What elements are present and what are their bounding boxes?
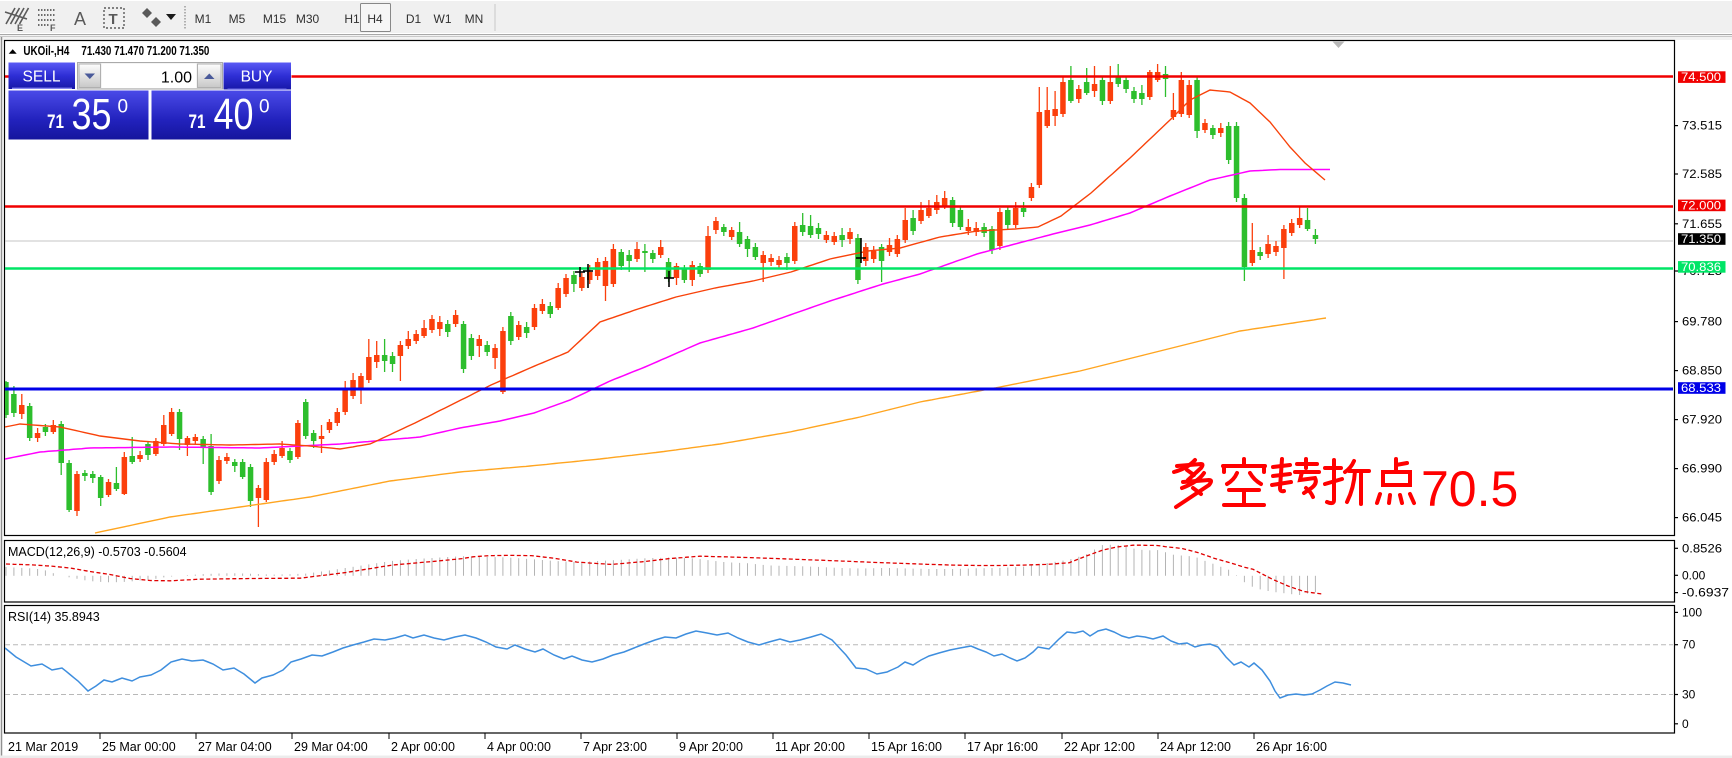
svg-text:F: F [50,23,56,33]
svg-text:72.000: 72.000 [1681,198,1721,212]
svg-text:71: 71 [47,112,64,133]
svg-text:0: 0 [1682,717,1689,731]
svg-text:35: 35 [72,90,112,139]
svg-text:0.8526: 0.8526 [1682,541,1722,555]
svg-text:73.515: 73.515 [1682,119,1722,133]
svg-text:69.780: 69.780 [1682,315,1722,329]
svg-text:RSI(14) 35.8943: RSI(14) 35.8943 [8,610,100,624]
svg-text:7 Apr 23:00: 7 Apr 23:00 [583,740,647,754]
svg-text:M15: M15 [263,12,287,26]
svg-text:0: 0 [259,97,270,118]
svg-text:M30: M30 [296,12,320,26]
svg-text:71: 71 [189,112,206,133]
svg-text:71.430 71.470 71.200 71.350: 71.430 71.470 71.200 71.350 [81,44,209,58]
svg-text:UKOil-,H4: UKOil-,H4 [23,44,69,58]
svg-text:BUY: BUY [241,69,273,86]
svg-text:71.350: 71.350 [1681,232,1721,246]
svg-text:15 Apr 16:00: 15 Apr 16:00 [871,740,942,754]
svg-text:E: E [17,23,23,33]
svg-text:4 Apr 00:00: 4 Apr 00:00 [487,740,551,754]
svg-text:0: 0 [118,97,129,118]
svg-text:25 Mar 00:00: 25 Mar 00:00 [102,740,176,754]
svg-text:66.045: 66.045 [1682,511,1722,525]
svg-text:30: 30 [1682,688,1696,702]
svg-text:W1: W1 [434,12,452,26]
svg-text:T: T [109,11,118,28]
svg-text:66.990: 66.990 [1682,462,1722,476]
svg-text:H1: H1 [344,12,360,26]
svg-text:21 Mar 2019: 21 Mar 2019 [8,740,78,754]
svg-text:11 Apr 20:00: 11 Apr 20:00 [775,740,845,754]
svg-text:40: 40 [214,90,254,139]
svg-text:29 Mar 04:00: 29 Mar 04:00 [294,740,368,754]
svg-text:2 Apr 00:00: 2 Apr 00:00 [391,740,455,754]
svg-text:MACD(12,26,9) -0.5703 -0.5604: MACD(12,26,9) -0.5703 -0.5604 [8,545,187,559]
svg-text:67.920: 67.920 [1682,413,1722,427]
svg-text:27 Mar 04:00: 27 Mar 04:00 [198,740,272,754]
svg-text:100: 100 [1682,605,1702,619]
svg-text:68.850: 68.850 [1682,364,1722,378]
svg-text:MN: MN [465,12,484,26]
svg-text:M5: M5 [229,12,246,26]
svg-text:71.655: 71.655 [1682,217,1722,231]
svg-text:70: 70 [1682,638,1696,652]
svg-text:1.00: 1.00 [161,70,192,87]
svg-text:70.5: 70.5 [1421,461,1518,517]
svg-text:17 Apr 16:00: 17 Apr 16:00 [967,740,1038,754]
svg-text:24 Apr 12:00: 24 Apr 12:00 [1160,740,1231,754]
svg-text:0.00: 0.00 [1682,568,1706,582]
svg-text:68.533: 68.533 [1681,381,1721,395]
svg-text:SELL: SELL [23,69,61,86]
svg-text:M1: M1 [195,12,212,26]
svg-text:9 Apr 20:00: 9 Apr 20:00 [679,740,743,754]
svg-text:-0.6937: -0.6937 [1682,586,1729,600]
svg-text:70.836: 70.836 [1681,260,1721,274]
svg-text:72.585: 72.585 [1682,167,1722,181]
svg-text:26 Apr 16:00: 26 Apr 16:00 [1256,740,1327,754]
svg-text:74.500: 74.500 [1681,70,1721,84]
svg-text:A: A [74,9,86,29]
svg-text:H4: H4 [367,12,383,26]
svg-text:22 Apr 12:00: 22 Apr 12:00 [1064,740,1135,754]
svg-text:D1: D1 [406,12,422,26]
